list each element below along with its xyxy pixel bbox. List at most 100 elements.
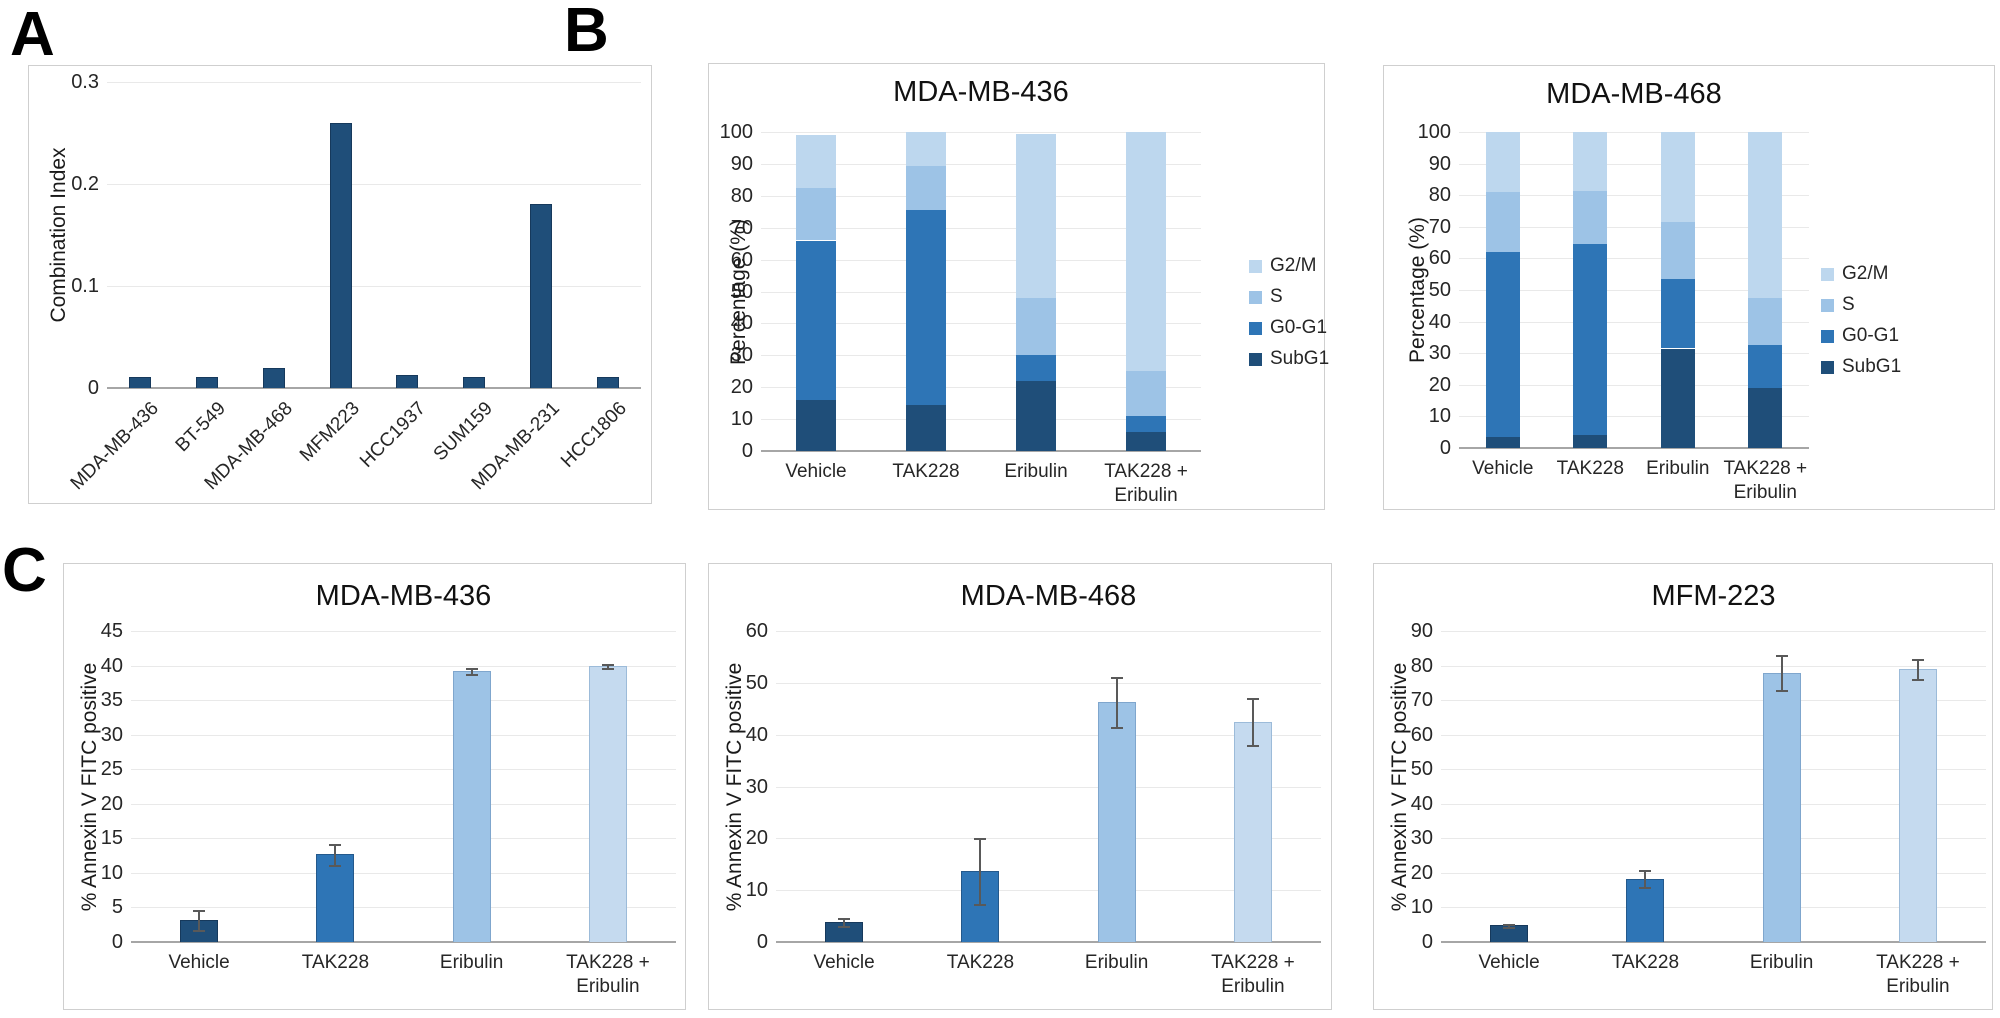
gridline <box>1459 132 1809 133</box>
segment-g0g1-bar <box>1748 345 1783 388</box>
y-tick-label: 90 <box>730 152 753 175</box>
bar-mfm223 <box>329 122 352 388</box>
chart-A: 0 0.1 0.2 0.3 Combination Index MDA-MB-436 BT-… <box>28 65 652 504</box>
error-bar <box>470 668 473 674</box>
y-axis-title: Percentage (%) <box>727 218 750 365</box>
x-category-label: Eribulin <box>1749 952 1814 973</box>
y-tick-label: 30 <box>1410 827 1433 850</box>
chart-title: MDA-MB-468 <box>1546 78 1722 110</box>
error-bar <box>198 910 201 930</box>
segment-s-bar <box>1573 190 1608 245</box>
y-axis-title: % Annexin V FITC positive <box>723 662 746 911</box>
gridline <box>761 323 1201 325</box>
x-axis-line <box>776 941 1321 943</box>
segment-subg1-bar <box>1748 388 1783 448</box>
chart-title: MDA-MB-436 <box>893 76 1069 108</box>
panel-label-b: B <box>564 0 609 65</box>
y-tick-label: 40 <box>730 312 753 335</box>
gridline <box>776 890 1321 892</box>
y-tick-label: 20 <box>1428 373 1451 396</box>
y-tick-label: 25 <box>100 758 123 781</box>
bar-tak228 <box>316 854 355 942</box>
y-tick-label: 10 <box>1428 405 1451 428</box>
gridline <box>776 786 1321 788</box>
error-bar-cap <box>974 903 987 906</box>
error-bar <box>606 663 609 668</box>
segment-subg1-bar <box>1573 435 1608 448</box>
x-category-label: TAK228 + Eribulin <box>1723 458 1808 503</box>
x-category-label: TAK228 <box>946 952 1015 973</box>
gridline <box>761 195 1201 197</box>
gridline <box>1441 803 1986 805</box>
x-category-label: TAK228 <box>1611 952 1680 973</box>
gridline <box>1441 838 1986 840</box>
y-tick-label: 30 <box>100 723 123 746</box>
legend-swatch <box>1821 329 1834 343</box>
gridline <box>107 184 641 185</box>
gridline <box>1459 321 1809 323</box>
segment-subg1-bar <box>1660 348 1695 448</box>
gridline <box>131 665 676 667</box>
legend-swatch <box>1249 352 1262 366</box>
legend-item-subg1: SubG1 <box>1821 355 1901 379</box>
gridline <box>107 82 641 83</box>
error-bar-cap <box>1911 679 1924 682</box>
gridline <box>1459 416 1809 418</box>
y-tick-label: 0.3 <box>71 71 99 93</box>
y-tick-label: 100 <box>1417 121 1451 143</box>
gridline <box>776 631 1321 632</box>
error-bar-cap <box>1246 745 1259 747</box>
error-bar-cap <box>838 918 851 921</box>
y-tick-label: 80 <box>1428 184 1451 207</box>
segment-g0g1-bar <box>906 210 946 405</box>
error-bar-cap <box>193 910 206 913</box>
gridline <box>1459 195 1809 197</box>
gridline <box>131 700 676 702</box>
segment-g2m-bar <box>1485 132 1520 192</box>
chart-C2: 0 10 20 30 40 50 60 % Annexin V FITC positive MD… <box>708 563 1332 1010</box>
segment-s-bar <box>906 165 946 211</box>
gridline <box>761 355 1201 357</box>
gridline <box>761 291 1201 293</box>
bar-hcc1937 <box>396 374 419 388</box>
chart-B2: 0 10 20 30 40 50 60 70 80 90 100 Percentage (%) MDA-… <box>1383 65 1995 510</box>
gridline <box>776 838 1321 840</box>
y-tick-label: 15 <box>100 827 123 850</box>
legend-label: S <box>1842 294 1855 315</box>
segment-g2m-bar <box>1126 132 1166 372</box>
error-bar <box>1916 658 1919 680</box>
segment-s-bar <box>1016 297 1056 356</box>
legend-swatch <box>1821 298 1834 312</box>
gridline <box>131 734 676 736</box>
legend-item-g2m: G2/M <box>1249 254 1329 278</box>
y-tick-label: 0 <box>111 931 123 953</box>
error-bar-cap <box>1775 655 1788 658</box>
y-tick-label: 60 <box>730 248 753 271</box>
legend-label: SubG1 <box>1270 348 1330 369</box>
segment-g0g1-bar <box>1485 252 1520 437</box>
legend-item-s: S <box>1249 285 1329 309</box>
bar-eribulin <box>452 671 491 942</box>
y-tick-label: 90 <box>1410 620 1433 642</box>
legend-label: G0-G1 <box>1842 325 1900 346</box>
segment-subg1-bar <box>796 400 836 451</box>
error-bar <box>334 843 337 865</box>
y-tick-label: 40 <box>1428 310 1451 333</box>
error-bar <box>843 918 846 927</box>
y-tick-label: 10 <box>1410 896 1433 919</box>
y-tick-label: 60 <box>1428 247 1451 270</box>
x-category-label: BT-549 <box>171 398 230 457</box>
legend: G2/M S G0-G1 SubG1 <box>1821 262 1901 386</box>
bar-sum159 <box>463 376 486 388</box>
y-tick-label: 20 <box>100 792 123 815</box>
y-tick-label: 100 <box>719 121 753 143</box>
y-axis-title: % Annexin V FITC positive <box>1388 662 1411 911</box>
gridline <box>131 838 676 840</box>
x-category-label: Vehicle <box>1478 952 1540 973</box>
legend-item-s: S <box>1821 293 1901 317</box>
error-bar-cap <box>1911 658 1924 661</box>
y-tick-label: 60 <box>1410 723 1433 746</box>
segment-s-bar <box>1126 371 1166 416</box>
legend-swatch <box>1821 360 1834 374</box>
y-tick-label: 5 <box>111 896 123 919</box>
